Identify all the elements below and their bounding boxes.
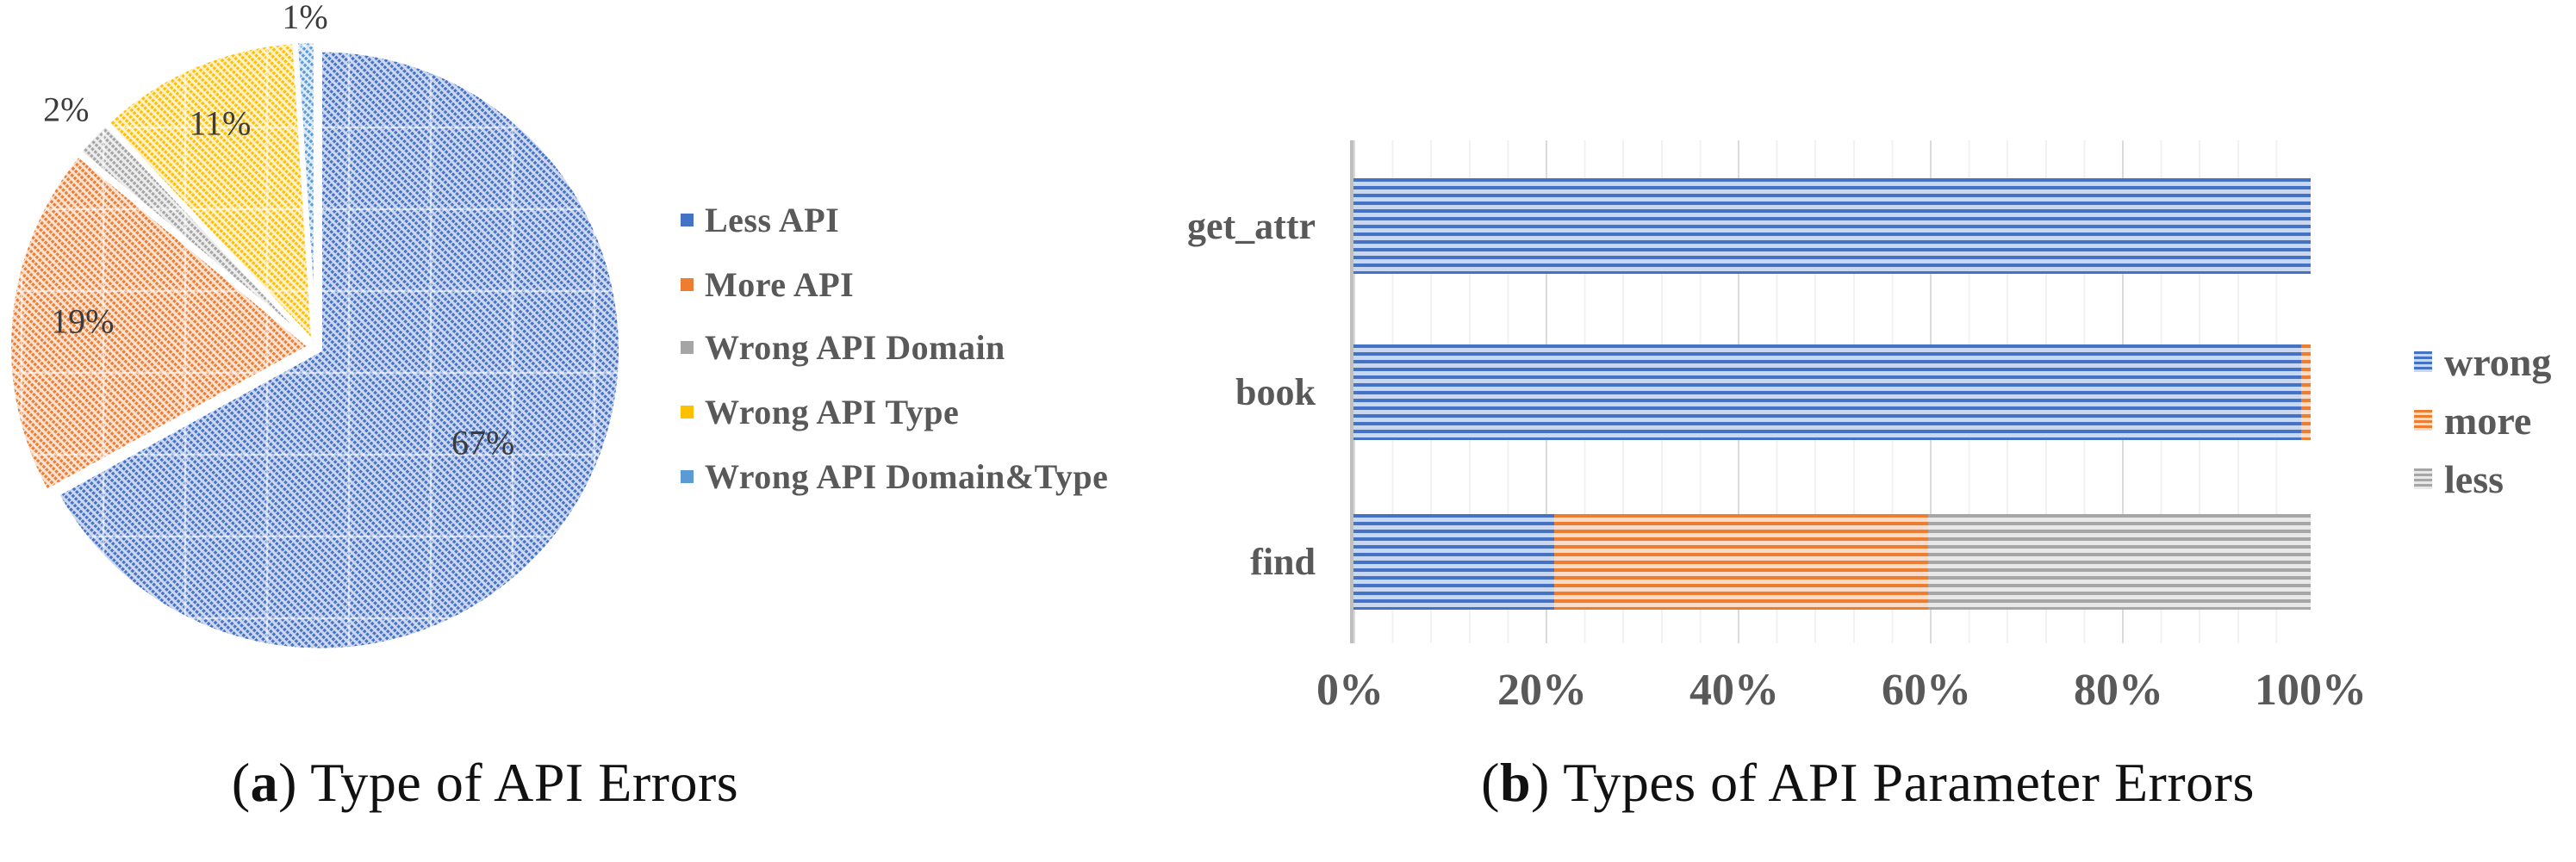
pie-legend-marker-wrong-api-type	[681, 405, 694, 419]
pie-legend-marker-less-api	[681, 213, 694, 226]
pie-label-wrong-api-type: 11%	[190, 104, 252, 143]
bar-legend-item-more: more	[2414, 398, 2532, 443]
caption-b-text: Types of API Parameter Errors	[1549, 752, 2255, 813]
bar-legend-marker-less	[2414, 468, 2432, 489]
pie-legend-marker-more-api	[681, 277, 694, 291]
bar-row-get-attr	[1353, 178, 2311, 274]
caption-a: (a) Type of API Errors	[140, 751, 830, 815]
bar-legend: wrong more less	[2414, 0, 2576, 517]
pie-legend-item-less-api: Less API	[681, 200, 840, 239]
bar-legend-label-wrong: wrong	[2444, 339, 2552, 384]
caption-a-paren-close: )	[278, 752, 297, 813]
caption-b-paren-open: (	[1481, 752, 1500, 813]
caption-b-letter: b	[1499, 752, 1532, 813]
bar-category-label-find: find	[1250, 540, 1316, 583]
pie-legend-marker-wrong-api-domain-type	[681, 469, 694, 483]
bar-legend-marker-more	[2414, 410, 2432, 431]
pie-label-more-api: 19%	[51, 302, 114, 341]
pie-legend-label-wrong-api-domain-type: Wrong API Domain&Type	[705, 456, 1109, 496]
pie-label-less-api: 67%	[451, 423, 514, 462]
bar-segment-find-more	[1554, 514, 1928, 610]
pie-legend-item-wrong-api-domain: Wrong API Domain	[681, 328, 1005, 367]
bar-tick-20: 20%	[1497, 666, 1587, 715]
pie-legend-label-wrong-api-domain: Wrong API Domain	[705, 327, 1005, 367]
bar-legend-label-more: more	[2444, 398, 2532, 443]
bar-legend-marker-wrong	[2414, 351, 2432, 372]
bar-segment-find-wrong	[1353, 514, 1555, 610]
pie-legend-label-wrong-api-type: Wrong API Type	[705, 392, 960, 431]
pie-legend-item-wrong-api-domain-type: Wrong API Domain&Type	[681, 457, 1108, 496]
pie-legend-label-more-api: More API	[705, 264, 855, 304]
pie-legend-label-less-api: Less API	[705, 200, 840, 239]
bar-segment-get-attr-wrong	[1353, 178, 2311, 274]
bar-segment-book-wrong	[1353, 344, 2301, 440]
pie-legend-item-wrong-api-type: Wrong API Type	[681, 392, 960, 431]
caption-b: (b) Types of API Parameter Errors	[1437, 751, 2299, 815]
bar-tick-100: 100%	[2255, 666, 2367, 715]
bar-legend-label-less: less	[2444, 456, 2504, 501]
bar-legend-item-wrong: wrong	[2414, 339, 2552, 384]
bar-tick-40: 40%	[1689, 666, 1779, 715]
pie-chart: 67% 19% 2% 11% 1%	[8, 0, 622, 652]
bar-plot-area	[1350, 140, 2311, 643]
pie-legend-marker-wrong-api-domain	[681, 340, 694, 354]
bar-segment-find-less	[1927, 514, 2311, 610]
pie-slice-wrong-api-domain-type	[294, 40, 317, 344]
pie-slice-wrong-api-type	[105, 40, 315, 344]
bar-tick-0: 0%	[1316, 666, 1384, 715]
pie-legend: Less API More API Wrong API Domain Wrong AP…	[681, 0, 1163, 517]
bar-tick-60: 60%	[1882, 666, 1971, 715]
caption-b-paren-close: )	[1531, 752, 1550, 813]
pie-label-wrong-api-domain-type: 1%	[282, 0, 327, 36]
bar-category-label-get-attr: get_attr	[1186, 204, 1316, 247]
pie-slice-wrong-api-domain	[78, 122, 313, 345]
bar-category-label-book: book	[1235, 370, 1316, 413]
pie-slice-less-api	[56, 48, 622, 652]
caption-a-text: Type of API Errors	[296, 752, 739, 813]
pie-label-wrong-api-domain: 2%	[43, 90, 89, 129]
bar-row-book	[1353, 344, 2311, 440]
pie-slice-more-api	[8, 153, 312, 493]
caption-a-letter: a	[250, 752, 279, 813]
bar-tick-80: 80%	[2074, 666, 2163, 715]
bar-segment-book-more	[2300, 344, 2311, 440]
bar-legend-item-less: less	[2414, 456, 2504, 501]
caption-a-paren-open: (	[231, 752, 251, 813]
pie-legend-item-more-api: More API	[681, 265, 854, 304]
bar-row-find	[1353, 514, 2311, 610]
